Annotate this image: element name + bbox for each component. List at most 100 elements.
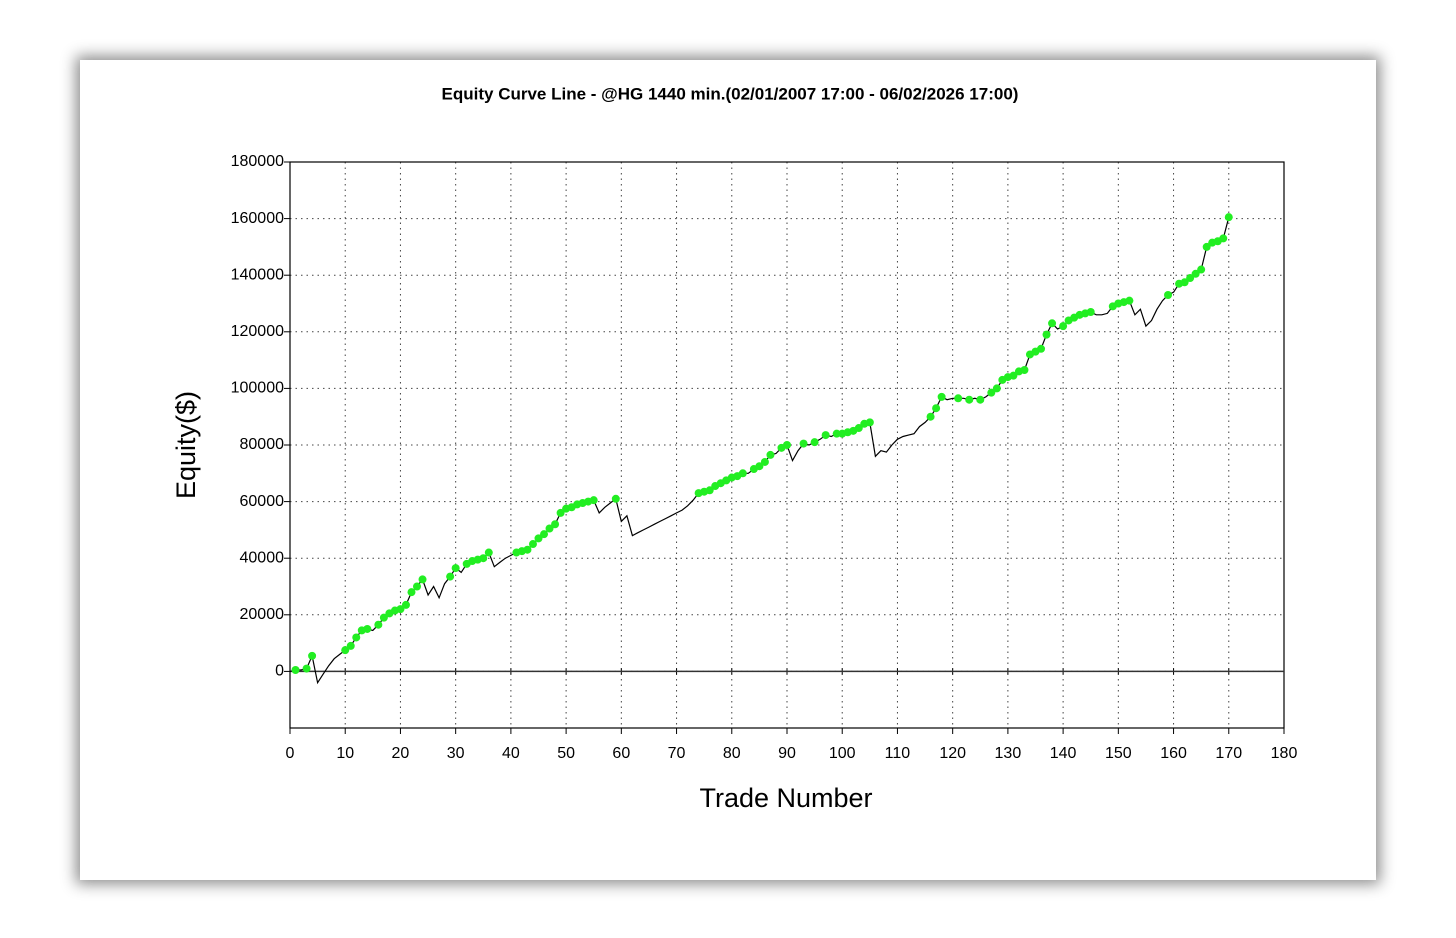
marker: [346, 641, 355, 650]
marker: [1219, 234, 1228, 243]
marker: [540, 530, 549, 539]
marker: [821, 431, 830, 440]
x-tick-label: 130: [995, 745, 1022, 762]
x-tick-label: 150: [1105, 745, 1132, 762]
x-tick-label: 90: [778, 745, 796, 762]
x-tick-label: 30: [447, 745, 465, 762]
marker: [976, 395, 985, 404]
marker: [484, 548, 493, 557]
x-tick-label: 60: [612, 745, 630, 762]
marker: [987, 388, 996, 397]
marker: [1180, 278, 1189, 287]
marker: [1086, 307, 1095, 316]
marker: [534, 534, 543, 543]
marker: [1037, 344, 1046, 353]
marker: [1020, 366, 1029, 375]
marker: [551, 520, 560, 529]
marker: [1164, 291, 1173, 300]
marker: [738, 469, 747, 478]
marker: [528, 540, 537, 549]
marker: [413, 582, 422, 591]
marker: [1125, 296, 1134, 305]
marker: [341, 646, 350, 655]
marker: [810, 438, 819, 447]
marker: [992, 384, 1001, 393]
plot-frame: [289, 161, 1285, 729]
marker: [589, 496, 598, 505]
y-tick-label: 140000: [231, 266, 284, 283]
y-tick-label: 0: [275, 663, 284, 680]
y-tick-label: 160000: [231, 210, 284, 227]
marker: [545, 524, 554, 533]
y-tick-label: 40000: [240, 549, 285, 566]
y-tick-label: 60000: [240, 493, 285, 510]
marker: [1197, 265, 1206, 274]
marker: [937, 392, 946, 401]
x-tick-label: 0: [286, 745, 295, 762]
marker: [1224, 213, 1233, 222]
marker: [1009, 371, 1018, 380]
marker: [401, 600, 410, 609]
x-axis-label: Trade Number: [699, 783, 872, 813]
marker: [1202, 242, 1211, 251]
x-tick-label: 100: [829, 745, 856, 762]
x-tick-label: 120: [939, 745, 966, 762]
marker: [705, 486, 714, 495]
marker: [291, 665, 300, 674]
marker: [379, 613, 388, 622]
marker: [832, 429, 841, 438]
x-tick-label: 180: [1271, 745, 1298, 762]
x-tick-label: 170: [1215, 745, 1242, 762]
marker: [1048, 319, 1057, 328]
marker: [926, 412, 935, 421]
y-tick-label: 120000: [231, 323, 284, 340]
x-tick-label: 20: [392, 745, 410, 762]
marker: [479, 554, 488, 563]
y-tick-label: 100000: [231, 380, 284, 397]
marker: [396, 605, 405, 614]
marker: [766, 450, 775, 459]
x-tick-label: 110: [885, 745, 911, 762]
marker: [418, 575, 427, 584]
marker: [446, 572, 455, 581]
x-tick-label: 10: [336, 745, 354, 762]
marker: [308, 651, 317, 660]
marker: [932, 404, 941, 413]
y-tick-label: 180000: [231, 153, 284, 170]
marker: [451, 564, 460, 573]
marker: [1186, 274, 1195, 283]
marker: [954, 394, 963, 403]
marker: [755, 462, 764, 471]
x-tick-label: 160: [1160, 745, 1187, 762]
marker: [1059, 322, 1068, 331]
chart-title: Equity Curve Line - @HG 1440 min.(02/01/…: [442, 84, 1019, 103]
marker: [523, 545, 532, 554]
chart-panel: [80, 60, 1376, 880]
x-tick-label: 80: [723, 745, 741, 762]
marker: [799, 439, 808, 448]
x-tick-label: 70: [668, 745, 686, 762]
marker: [352, 633, 361, 642]
marker: [374, 620, 383, 629]
marker: [865, 418, 874, 427]
x-tick-label: 40: [502, 745, 520, 762]
x-tick-label: 50: [557, 745, 575, 762]
marker: [363, 624, 372, 633]
marker: [556, 508, 565, 517]
marker: [1191, 269, 1200, 278]
marker: [302, 664, 311, 673]
marker: [965, 395, 974, 404]
marker: [854, 424, 863, 433]
y-axis-label: Equity($): [171, 391, 201, 499]
marker: [760, 457, 769, 466]
y-tick-label: 20000: [240, 606, 285, 623]
x-tick-label: 140: [1050, 745, 1077, 762]
marker: [611, 494, 620, 503]
marker: [407, 588, 416, 597]
marker: [1042, 330, 1051, 339]
y-tick-label: 80000: [240, 436, 285, 453]
equity-line: [289, 217, 1230, 685]
marker: [783, 441, 791, 449]
